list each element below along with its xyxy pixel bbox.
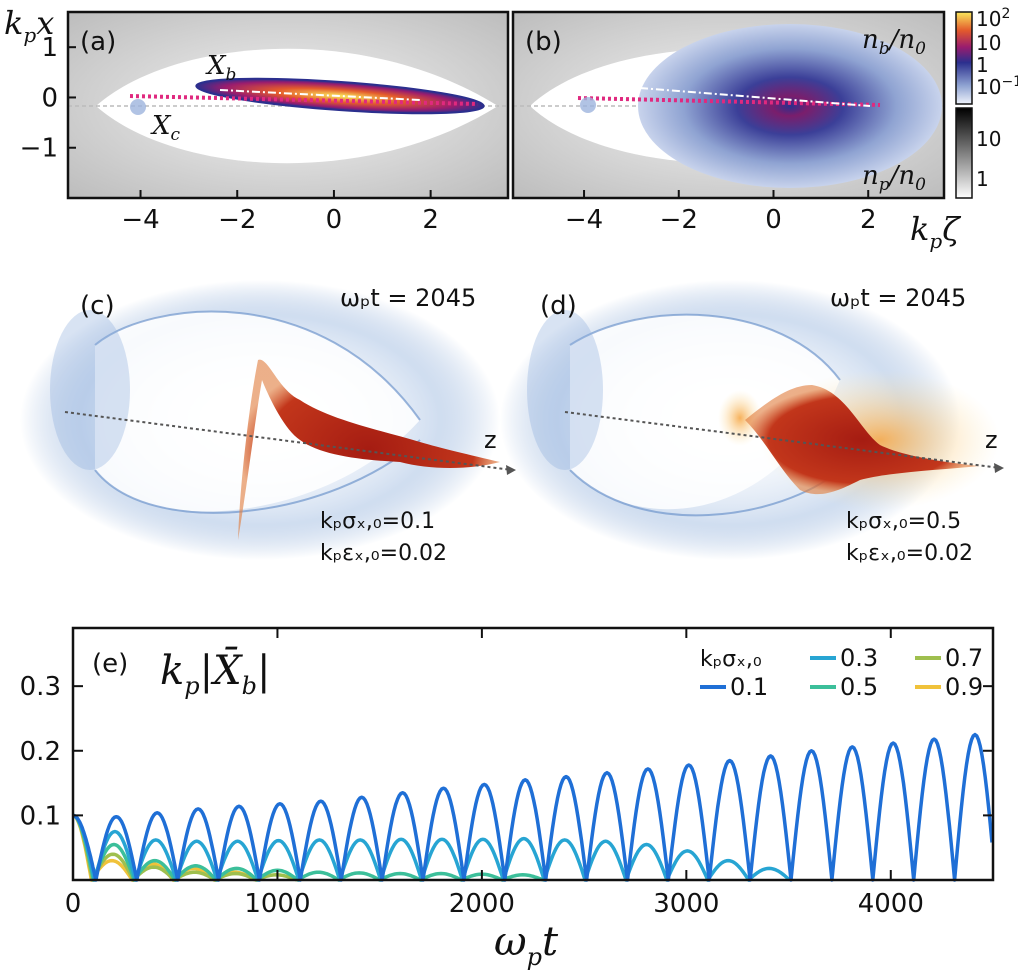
panel-b-nb-label: nb/n0 xyxy=(862,25,926,59)
panel-d-sigma: kₚσₓ,₀=0.5 xyxy=(846,509,961,534)
panel-b-beam-axis xyxy=(639,87,871,107)
panel-e-xtick-label: 0 xyxy=(65,889,82,919)
panel-c-label: (c) xyxy=(80,291,115,321)
colorbar-plasma xyxy=(955,107,973,199)
legend-label-0.9: 0.9 xyxy=(945,673,983,701)
panel-b: (b) nb/n0 np/n0 −4 −2 0 2 kpζ 102 10 1 10−1… xyxy=(511,6,1018,253)
panel-a-density-map xyxy=(68,12,508,198)
panel-e-frame xyxy=(71,626,995,882)
panel-e-xtick-label: 3000 xyxy=(653,889,719,919)
panel-a-xc-label: Xc xyxy=(150,111,181,145)
panel-b-frame xyxy=(511,10,946,200)
panel-c-plasma-bubble xyxy=(20,280,500,560)
colorbar-plasma-label-low: 1 xyxy=(976,167,989,191)
panel-a-centroid-line xyxy=(129,94,479,106)
panel-b-xtick-label: 0 xyxy=(765,205,782,235)
panel-d-label: (d) xyxy=(540,291,577,321)
panel-a-beam-axis xyxy=(219,89,421,101)
legend-title: kₚσₓ,₀ xyxy=(700,647,762,672)
panel-d-z-arrow xyxy=(994,463,1004,473)
panel-c: (c) ωₚt = 2045 z kₚσₓ,₀=0.1 kₚεₓ,₀=0.02 xyxy=(20,280,516,566)
panel-b-label: (b) xyxy=(525,27,562,57)
panel-e-ytick-label: 0.2 xyxy=(20,737,61,767)
panel-b-np-label: np/n0 xyxy=(862,161,926,195)
legend-label-0.3: 0.3 xyxy=(840,644,878,672)
colorbar-beam-label-low: 10−1 xyxy=(976,74,1018,99)
panel-a-x-ticks: −4 −2 0 2 xyxy=(121,190,439,235)
panel-d-time: ωₚt = 2045 xyxy=(830,284,966,312)
panel-e-xtick-label: 4000 xyxy=(858,889,924,919)
panel-a-xtick-label: 0 xyxy=(326,205,343,235)
panel-a-ylabel: kpx xyxy=(4,4,54,47)
panel-c-z-label: z xyxy=(484,426,497,454)
series-line-0.1 xyxy=(72,732,994,882)
panel-e-y-ticks: 0.1 0.2 0.3 xyxy=(20,672,993,831)
panel-e-title: kp|X̄b| xyxy=(160,647,270,700)
colorbar-beam xyxy=(955,11,973,105)
panel-d-z-label: z xyxy=(985,426,998,454)
panel-a-xb-label: Xb xyxy=(205,51,236,85)
panel-b-density-map xyxy=(513,12,944,198)
panel-e: 0.10.20.3 0 1000 2000 3000 4000 (e) kp|X̄b| … xyxy=(20,626,995,971)
panel-e-xtick-label: 1000 xyxy=(244,889,310,919)
panel-e-x-ticks: 0 1000 2000 3000 4000 xyxy=(65,628,924,919)
panel-e-label: (e) xyxy=(92,649,128,679)
colorbar-beam-label-mid: 10 xyxy=(976,31,1001,55)
colorbar-beam-label-one: 1 xyxy=(976,53,989,77)
panel-a-xtick-label: −4 xyxy=(121,205,159,235)
colorbar-plasma-label-high: 10 xyxy=(976,127,1001,151)
panel-a-xtick-label: −2 xyxy=(218,205,256,235)
panel-b-beam xyxy=(638,24,942,188)
panel-e-xlabel: ωpt xyxy=(494,919,559,970)
panel-b-xlabel: kpζ xyxy=(910,210,961,253)
panel-c-time: ωₚt = 2045 xyxy=(340,284,476,312)
panel-e-legend: kₚσₓ,₀ 0.1 0.30.5 0.70.9 xyxy=(700,644,983,701)
panel-d-emittance: kₚεₓ,₀=0.02 xyxy=(846,541,973,566)
panel-e-xtick-label: 2000 xyxy=(449,889,515,919)
panel-b-centroid-line xyxy=(577,96,881,107)
panel-d-z-axis xyxy=(564,411,1001,469)
panel-a-label: (a) xyxy=(80,27,116,57)
panel-b-xtick-label: −2 xyxy=(660,205,698,235)
panel-c-sigma: kₚσₓ,₀=0.1 xyxy=(320,509,435,534)
panel-a: (a) Xb Xc kpx 1 0 −1 −4 −2 0 2 xyxy=(4,4,510,235)
panel-c-emittance: kₚεₓ,₀=0.02 xyxy=(320,541,447,566)
legend-label-0.7: 0.7 xyxy=(945,644,983,672)
panel-d: (d) ωₚt = 2045 z kₚσₓ,₀=0.5 kₚεₓ,₀=0.02 xyxy=(500,280,1004,566)
panel-a-ytick-label: 1 xyxy=(41,33,58,63)
panel-a-ytick-label: −1 xyxy=(20,134,58,164)
panel-d-beam xyxy=(745,385,980,495)
panel-d-halo-rear xyxy=(718,390,762,446)
series-line-0.3 xyxy=(71,813,791,882)
panel-b-xtick-label: −4 xyxy=(565,205,603,235)
legend-entries: 0.1 0.30.5 0.70.9 xyxy=(700,644,983,701)
panel-c-z-arrow xyxy=(506,465,516,475)
legend-label-0.1: 0.1 xyxy=(730,673,768,701)
panel-b-witness-spot xyxy=(580,97,596,113)
panel-a-frame xyxy=(66,10,510,200)
legend-label-0.5: 0.5 xyxy=(840,673,878,701)
panel-a-witness-spot xyxy=(130,99,146,115)
panel-a-xtick-label: 2 xyxy=(422,205,439,235)
panel-e-ytick-label: 0.3 xyxy=(20,672,61,702)
colorbar-beam-label-high: 102 xyxy=(976,6,1010,31)
panel-b-x-ticks: −4 −2 0 2 xyxy=(565,190,877,235)
panel-e-series xyxy=(71,732,994,882)
panel-a-y-ticks: 1 0 −1 xyxy=(20,33,76,164)
panel-a-ytick-label: 0 xyxy=(41,83,58,113)
panel-e-ytick-label: 0.1 xyxy=(20,801,61,831)
panel-c-beam xyxy=(238,359,500,540)
panel-a-beam xyxy=(195,77,485,115)
panel-b-xtick-label: 2 xyxy=(860,205,877,235)
